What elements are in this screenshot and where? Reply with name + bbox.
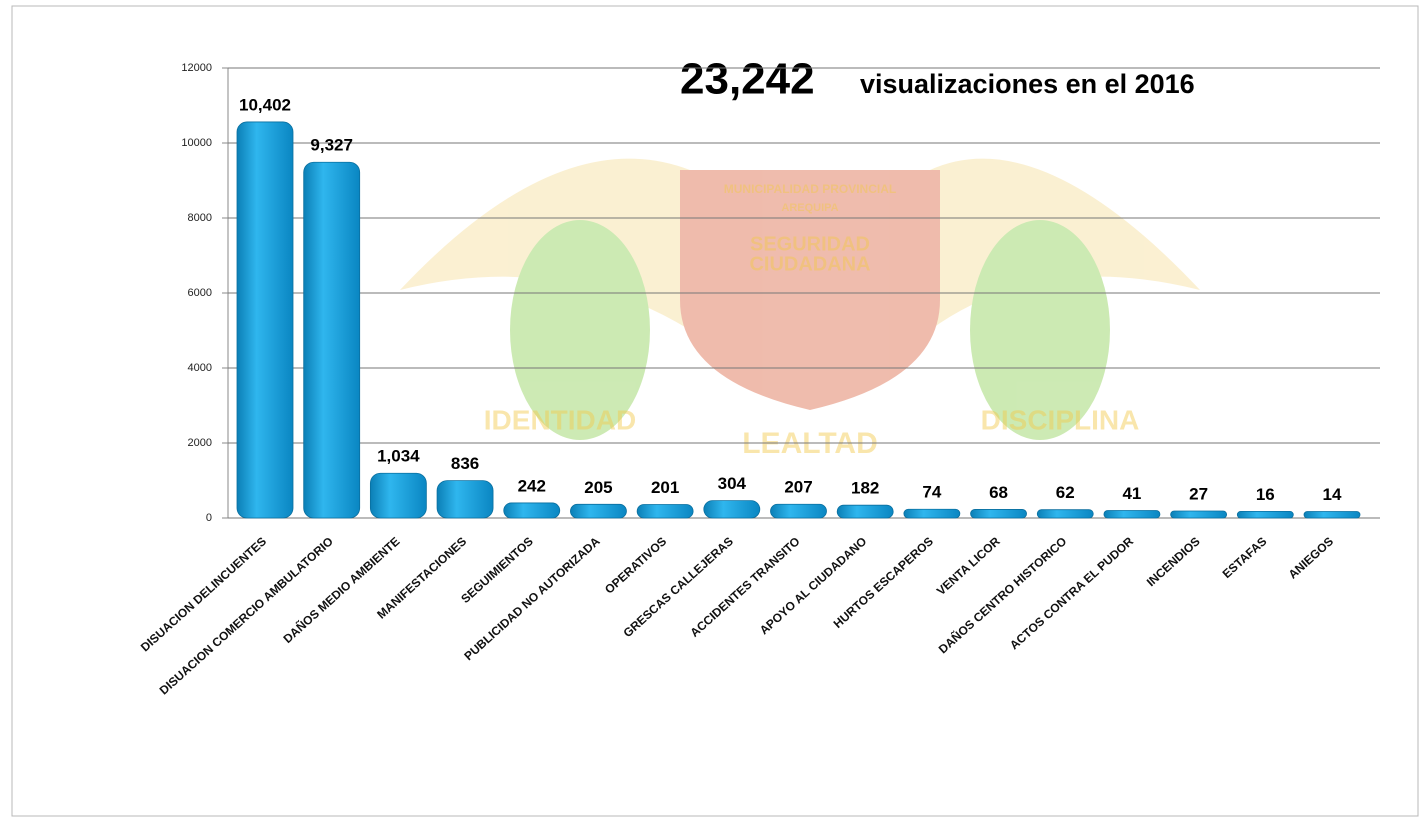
y-tick-label: 10000 bbox=[181, 137, 212, 149]
bar bbox=[1104, 510, 1160, 518]
value-label: 16 bbox=[1256, 485, 1275, 504]
value-label: 41 bbox=[1122, 484, 1141, 503]
bar bbox=[570, 504, 626, 518]
bar bbox=[704, 501, 760, 518]
bar bbox=[771, 504, 827, 518]
bar bbox=[637, 504, 693, 518]
bar bbox=[1037, 510, 1093, 518]
bar bbox=[904, 509, 960, 518]
bar bbox=[370, 473, 426, 518]
y-tick-label: 0 bbox=[206, 512, 212, 524]
value-label: 9,327 bbox=[310, 136, 353, 155]
watermark-word: MUNICIPALIDAD PROVINCIAL bbox=[724, 182, 896, 196]
y-tick-label: 12000 bbox=[181, 62, 212, 74]
value-label: 182 bbox=[851, 479, 879, 498]
bar bbox=[1304, 511, 1360, 518]
y-tick-label: 6000 bbox=[188, 287, 212, 299]
bar bbox=[1171, 511, 1227, 518]
chart-title: 23,242 bbox=[680, 55, 815, 104]
value-label: 242 bbox=[518, 476, 546, 495]
bar bbox=[237, 122, 293, 518]
chart: MUNICIPALIDAD PROVINCIAL AREQUIPA SEGURIDA… bbox=[0, 0, 1426, 824]
watermark-word: CIUDADANA bbox=[749, 253, 870, 275]
bar bbox=[837, 505, 893, 518]
bar bbox=[437, 481, 493, 518]
value-label: 201 bbox=[651, 478, 679, 497]
bar bbox=[304, 162, 360, 518]
value-label: 68 bbox=[989, 483, 1008, 502]
bar bbox=[1237, 511, 1293, 518]
watermark-word: IDENTIDAD bbox=[484, 404, 636, 435]
value-label: 27 bbox=[1189, 484, 1208, 503]
value-label: 207 bbox=[784, 478, 812, 497]
value-label: 14 bbox=[1323, 485, 1342, 504]
value-label: 1,034 bbox=[377, 447, 420, 466]
chart-subtitle: visualizaciones en el 2016 bbox=[860, 69, 1195, 99]
watermark-word: SEGURIDAD bbox=[750, 233, 870, 255]
bar bbox=[504, 503, 560, 518]
value-label: 836 bbox=[451, 454, 479, 473]
y-tick-label: 4000 bbox=[188, 362, 212, 374]
watermark-word: AREQUIPA bbox=[781, 202, 838, 214]
y-tick-label: 2000 bbox=[188, 437, 212, 449]
value-label: 304 bbox=[718, 474, 747, 493]
frame bbox=[12, 6, 1418, 816]
bar bbox=[971, 509, 1027, 518]
value-label: 10,402 bbox=[239, 95, 291, 114]
y-tick-label: 8000 bbox=[188, 212, 212, 224]
value-label: 74 bbox=[922, 483, 941, 502]
value-label: 205 bbox=[584, 478, 612, 497]
watermark-word: DISCIPLINA bbox=[981, 404, 1140, 435]
value-label: 62 bbox=[1056, 483, 1075, 502]
